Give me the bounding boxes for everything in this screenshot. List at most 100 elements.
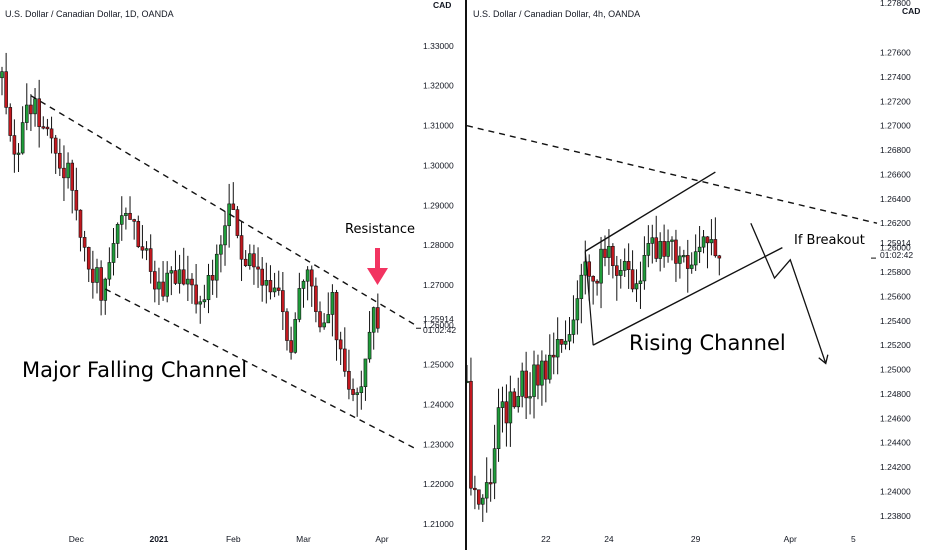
- h4-time-axis[interactable]: 22 24 29 Apr 5: [541, 534, 856, 544]
- candle-body: [95, 267, 99, 283]
- resistance-trend-line: [467, 125, 878, 224]
- candle-body: [595, 280, 599, 284]
- candle-body: [654, 237, 659, 259]
- candle-body: [29, 104, 33, 115]
- y-tick-label: 1.26800: [880, 145, 911, 155]
- candle-body: [260, 268, 264, 286]
- candle-body: [571, 319, 576, 335]
- candle-body: [520, 370, 524, 397]
- candle-body: [169, 270, 174, 274]
- candle-body: [181, 269, 186, 285]
- candle-body: [701, 236, 706, 248]
- x-tick-label: Apr: [784, 534, 797, 544]
- resistance-arrow: [367, 248, 388, 285]
- candle-body: [45, 126, 50, 130]
- h4-price-axis[interactable]: 1.27600 1.27400 1.27200 1.27000 1.26800 1.266…: [871, 48, 911, 521]
- h4-chart-panel[interactable]: 1.27600 1.27400 1.27200 1.27000 1.26800 1.266…: [467, 0, 932, 550]
- daily-price-axis[interactable]: 1.33000 1.32000 1.31000 1.30000 1.29000 1.280…: [416, 41, 454, 529]
- candle-body: [91, 268, 95, 283]
- candle-body: [682, 255, 686, 258]
- candle-body: [650, 237, 655, 244]
- candle-body: [532, 364, 536, 397]
- y-tick-label: 1.26400: [880, 194, 911, 204]
- candle-body: [351, 388, 355, 395]
- x-tick-label: 22: [541, 534, 551, 544]
- breakout-arrowhead: [818, 354, 829, 365]
- candle-body: [666, 241, 670, 257]
- y-tick-label: 1.27000: [880, 121, 911, 131]
- candle-body: [709, 239, 714, 244]
- candle-body: [363, 358, 368, 388]
- candle-body: [559, 339, 564, 345]
- y-tick-label: 1.24000: [423, 400, 454, 410]
- candle-body: [607, 246, 611, 258]
- candle-body: [86, 247, 91, 270]
- y-tick-label: 1.30000: [423, 160, 454, 170]
- daily-chart-title: U.S. Dollar / Canadian Dollar, 1D, OANDA: [5, 9, 174, 19]
- candle-body: [235, 209, 240, 236]
- candle-body: [136, 221, 141, 247]
- candle-body: [638, 280, 643, 284]
- candle-body: [198, 301, 203, 305]
- candle-body: [66, 162, 70, 179]
- candle-body: [214, 253, 219, 281]
- y-tick-label: 1.32000: [423, 81, 454, 91]
- h4-chart-title: U.S. Dollar / Canadian Dollar, 4h, OANDA: [473, 9, 640, 19]
- candle-body: [318, 311, 322, 328]
- y-tick-label: 1.24800: [880, 389, 911, 399]
- candle-body: [223, 225, 227, 246]
- candle-body: [82, 237, 87, 248]
- candle-body: [124, 212, 128, 216]
- candle-body: [111, 243, 116, 263]
- candle-body: [367, 331, 372, 360]
- y-tick-label: 1.27200: [880, 96, 911, 106]
- candle-body: [37, 98, 41, 127]
- candle-body: [248, 253, 252, 267]
- y-tick-label: 1.21000: [423, 519, 454, 529]
- channel-line: [104, 288, 416, 449]
- candle-body: [210, 275, 215, 281]
- y-tick-label: 1.24200: [880, 462, 911, 472]
- candle-body: [477, 489, 481, 505]
- candle-body: [20, 122, 25, 154]
- y-tick-label: 1.25400: [880, 316, 911, 326]
- candle-body: [289, 340, 293, 353]
- candle-body: [256, 266, 260, 270]
- candle-body: [132, 219, 136, 222]
- candle-body: [618, 270, 623, 276]
- daily-chart-panel[interactable]: 1.33000 1.32000 1.31000 1.30000 1.29000 1.280…: [0, 0, 465, 550]
- candle-body: [330, 292, 335, 315]
- candle-body: [347, 370, 351, 390]
- h4-chart[interactable]: 1.27600 1.27400 1.27200 1.27000 1.26800 1.266…: [467, 0, 932, 550]
- candle-body: [326, 314, 331, 324]
- channel-line: [584, 171, 716, 252]
- resistance-label: Resistance: [345, 222, 415, 237]
- candle-body: [697, 246, 702, 253]
- candle-body: [611, 246, 615, 267]
- candle-body: [603, 248, 607, 258]
- candle-body: [297, 288, 302, 320]
- y-tick-label: 1.23000: [423, 439, 454, 449]
- candle-body: [615, 265, 619, 276]
- candle-body: [355, 392, 359, 395]
- daily-time-axis[interactable]: Dec 2021 Feb Mar Apr: [69, 534, 389, 544]
- y-tick-label: 1.27600: [880, 48, 911, 58]
- candle-body: [53, 137, 58, 154]
- candle-body: [467, 380, 469, 384]
- candle-body: [630, 269, 635, 290]
- candle-body: [512, 391, 517, 408]
- candle-body: [705, 236, 710, 244]
- y-tick-label: 1.31000: [423, 121, 454, 131]
- y-tick-label: 1.24400: [880, 438, 911, 448]
- candle-body: [305, 269, 310, 282]
- candle-body: [153, 271, 157, 290]
- candle-body: [157, 281, 161, 290]
- candle-body: [41, 126, 46, 129]
- y-tick-label: 1.25000: [423, 360, 454, 370]
- y-tick-label: 1.29000: [423, 200, 454, 210]
- rising-channel-label: Rising Channel: [629, 331, 786, 355]
- daily-axis-unit: CAD: [433, 0, 451, 10]
- daily-chart[interactable]: 1.33000 1.32000 1.31000 1.30000 1.29000 1.280…: [0, 0, 465, 550]
- candle-body: [231, 203, 236, 210]
- candle-body: [219, 244, 223, 255]
